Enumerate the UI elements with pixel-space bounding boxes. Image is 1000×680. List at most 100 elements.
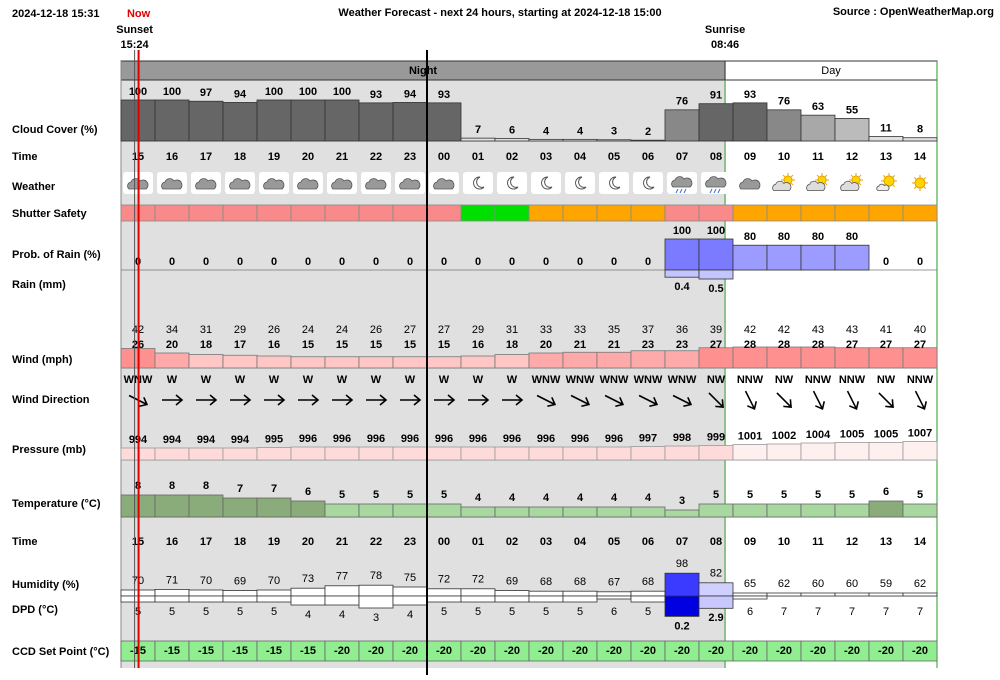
ccd-value: -20 xyxy=(606,645,622,657)
wind-gust: 26 xyxy=(370,324,382,336)
raindrop xyxy=(683,188,687,194)
pressure-value: 997 xyxy=(639,432,657,444)
dpd-bar xyxy=(154,595,190,603)
time-label: 16 xyxy=(166,151,178,163)
ccd-value: -15 xyxy=(266,645,282,657)
sun-ray xyxy=(824,174,828,178)
humidity-bar xyxy=(698,582,734,597)
time-label: 13 xyxy=(880,536,892,548)
humidity-bar xyxy=(290,587,326,597)
dpd-value: 5 xyxy=(509,606,515,618)
wind-gust: 33 xyxy=(574,324,586,336)
humidity-bar xyxy=(664,572,700,597)
rain-prob-value: 0 xyxy=(883,256,889,268)
temperature-value: 5 xyxy=(713,489,719,501)
pressure-bar xyxy=(528,446,564,461)
wind-gust: 33 xyxy=(540,324,552,336)
time-label: 09 xyxy=(744,536,756,548)
rain-prob-value: 0 xyxy=(917,256,923,268)
pressure-value: 1002 xyxy=(772,430,796,442)
time-label: 17 xyxy=(200,151,212,163)
wind-bar xyxy=(154,352,190,369)
arrow xyxy=(812,390,826,411)
humidity-value: 65 xyxy=(744,578,756,590)
weather-icon xyxy=(429,172,459,194)
wind-direction: W xyxy=(439,374,450,386)
cloud-value: 100 xyxy=(333,86,351,98)
cloud xyxy=(365,178,387,190)
ccd-value: -15 xyxy=(164,645,180,657)
rain-prob-value: 0 xyxy=(203,256,209,268)
time-label: 23 xyxy=(404,151,416,163)
humidity-bar xyxy=(868,592,904,597)
arrow xyxy=(846,390,860,411)
wind-bar xyxy=(630,350,666,369)
time-label: 02 xyxy=(506,151,518,163)
pressure-value: 996 xyxy=(571,433,589,445)
sunset-label: Sunset xyxy=(116,24,153,36)
pressure-value: 994 xyxy=(231,434,250,446)
temperature-bar xyxy=(494,506,530,518)
arrow xyxy=(400,394,422,406)
icon-background xyxy=(633,172,663,194)
cloud-value: 7 xyxy=(475,124,481,136)
wind-speed: 21 xyxy=(574,339,586,351)
dpd-bar xyxy=(392,595,428,606)
ccd-value: -20 xyxy=(436,645,452,657)
temperature-bar xyxy=(358,503,394,518)
pressure-bar xyxy=(562,446,598,461)
wind-speed: 17 xyxy=(234,339,246,351)
wind-gust: 24 xyxy=(302,324,314,336)
humidity-value: 72 xyxy=(438,574,450,586)
wind-bar xyxy=(256,355,292,369)
temperature-bar xyxy=(188,494,224,518)
sun-ray xyxy=(850,174,854,178)
wind-speed: 16 xyxy=(472,339,484,351)
shutter-cell xyxy=(698,204,734,222)
pressure-value: 996 xyxy=(367,433,385,445)
pressure-value: 996 xyxy=(299,433,317,445)
wind-speed: 28 xyxy=(778,339,790,351)
dpd-bar xyxy=(698,595,734,609)
wind-direction: W xyxy=(235,374,246,386)
wind-direction: W xyxy=(337,374,348,386)
ccd-value: -20 xyxy=(538,645,554,657)
pressure-bar xyxy=(154,447,190,461)
cloud-bar xyxy=(358,102,394,142)
dpd-value: 5 xyxy=(169,606,175,618)
rain-prob-value: 0 xyxy=(645,256,651,268)
humidity-value: 62 xyxy=(778,578,790,590)
ccd-value: -20 xyxy=(742,645,758,657)
row-label: Temperature (°C) xyxy=(12,498,101,510)
humidity-value: 70 xyxy=(268,575,280,587)
temperature-value: 5 xyxy=(441,489,447,501)
arrow xyxy=(264,394,286,406)
cloud-value: 55 xyxy=(846,104,858,116)
time-label: 00 xyxy=(438,151,450,163)
dpd-value: 7 xyxy=(917,606,923,618)
temperature-value: 4 xyxy=(543,492,550,504)
humidity-value: 68 xyxy=(574,576,586,588)
wind-bar xyxy=(562,351,598,369)
cloud-bar xyxy=(154,99,190,142)
wind-arrow xyxy=(400,394,422,406)
wind-speed: 18 xyxy=(200,339,212,351)
cloud-value: 63 xyxy=(812,101,824,113)
cloud-value: 2 xyxy=(645,126,651,138)
row-label: DPD (°C) xyxy=(12,604,58,616)
dpd-bar xyxy=(222,595,258,603)
weather-icon xyxy=(840,173,863,191)
sun-ray xyxy=(782,174,786,178)
cloud-bar xyxy=(596,139,632,142)
shutter-cell xyxy=(426,204,462,222)
time-label: 10 xyxy=(778,151,790,163)
arrow xyxy=(776,392,792,408)
wind-arrow xyxy=(468,394,490,406)
temperature-value: 7 xyxy=(237,483,243,495)
ccd-value: -20 xyxy=(878,645,894,657)
pressure-value: 996 xyxy=(503,433,521,445)
humidity-value: 82 xyxy=(710,568,722,580)
cloud xyxy=(806,180,826,191)
rain-prob-value: 0 xyxy=(475,256,481,268)
wind-bar xyxy=(902,347,938,369)
